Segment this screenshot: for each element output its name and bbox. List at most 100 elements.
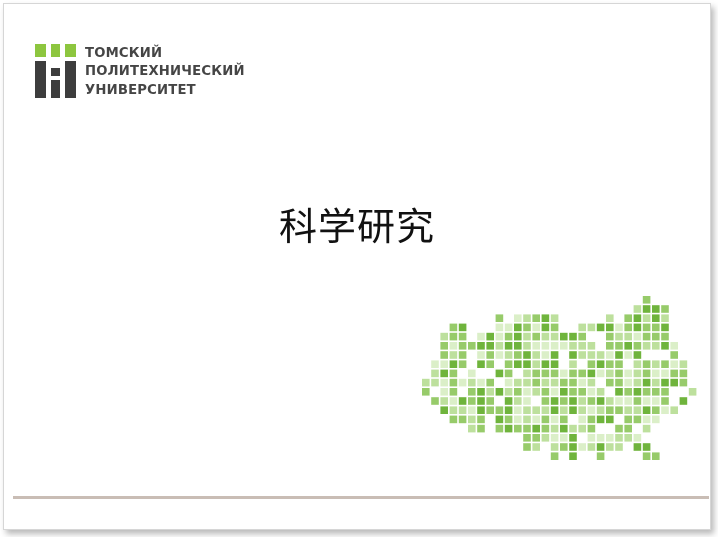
mosaic-square: [569, 424, 577, 433]
mosaic-square: [504, 342, 513, 350]
mosaic-square: [495, 424, 504, 433]
mosaic-square: [587, 351, 596, 359]
mosaic-square: [514, 388, 522, 396]
mosaic-square: [578, 424, 586, 433]
mosaic-square: [449, 397, 458, 405]
mosaic-square: [550, 424, 559, 433]
mosaic-square: [504, 323, 513, 332]
mosaic-square: [431, 378, 439, 387]
mosaic-square: [578, 342, 586, 350]
mosaic-square: [477, 424, 485, 433]
mosaic-square: [486, 342, 494, 350]
mosaic-square: [670, 369, 678, 378]
mosaic-square: [541, 406, 550, 414]
mosaic-square: [624, 369, 632, 378]
mosaic-square: [560, 424, 568, 433]
mosaic-square: [642, 397, 651, 405]
mosaic-square: [596, 452, 605, 460]
mosaic-square: [642, 388, 651, 396]
mosaic-square: [633, 360, 642, 368]
mosaic-square: [523, 415, 531, 424]
mosaic-square: [615, 378, 623, 387]
mosaic-square: [532, 406, 540, 414]
mosaic-square: [523, 323, 531, 332]
mosaic-square: [633, 369, 642, 378]
mosaic-square: [679, 378, 688, 387]
mosaic-square: [642, 452, 651, 460]
mosaic-square: [458, 342, 467, 350]
mosaic-square: [468, 388, 476, 396]
mosaic-square: [532, 332, 540, 341]
mosaic-square: [679, 369, 688, 378]
mosaic-square: [523, 406, 531, 414]
mosaic-square: [587, 415, 596, 424]
mosaic-square: [477, 415, 485, 424]
mosaic-square: [652, 397, 660, 405]
mosaic-square: [670, 342, 678, 350]
mosaic-square: [523, 397, 531, 405]
mosaic-square: [624, 397, 632, 405]
mosaic-square: [560, 415, 568, 424]
logo-line-1: ТОМСКИЙ: [85, 46, 163, 61]
mosaic-square: [642, 443, 651, 451]
mosaic-square: [523, 434, 531, 442]
mosaic-square: [661, 360, 669, 368]
mosaic-square: [560, 406, 568, 414]
mosaic-square: [688, 388, 697, 396]
mosaic-square: [569, 406, 577, 414]
mosaic-square: [679, 397, 688, 405]
mosaic-square: [532, 388, 540, 396]
mosaic-square: [615, 342, 623, 350]
mosaic-square: [550, 388, 559, 396]
mosaic-square: [624, 415, 632, 424]
mosaic-square: [606, 369, 614, 378]
mosaic-square: [624, 378, 632, 387]
mosaic-square: [523, 360, 531, 368]
mosaic-square: [642, 406, 651, 414]
mosaic-square: [532, 378, 540, 387]
mosaic-square: [550, 443, 559, 451]
mosaic-square: [440, 406, 448, 414]
mosaic-square: [477, 406, 485, 414]
mosaic-square: [440, 342, 448, 350]
slide-title: 科学研究: [278, 205, 435, 249]
mosaic-square: [468, 378, 476, 387]
mosaic-square: [560, 332, 568, 341]
mosaic-square: [587, 443, 596, 451]
mosaic-square: [596, 434, 605, 442]
mosaic-square: [615, 332, 623, 341]
mosaic-square: [587, 369, 596, 378]
mosaic-square: [532, 415, 540, 424]
mosaic-square: [615, 424, 623, 433]
mosaic-square: [652, 415, 660, 424]
mosaic-square: [606, 360, 614, 368]
logo-line-3: УНИВЕРСИТЕТ: [85, 82, 196, 98]
mosaic-square: [486, 397, 494, 405]
mosaic-square: [587, 424, 596, 433]
mosaic-square: [578, 332, 586, 341]
mosaic-square: [633, 378, 642, 387]
mosaic-square: [550, 314, 559, 322]
mosaic-square: [587, 397, 596, 405]
mosaic-square: [431, 360, 439, 368]
mosaic-square: [477, 351, 485, 359]
mosaic-square: [449, 342, 458, 350]
mosaic-square: [652, 406, 660, 414]
mosaic-square: [449, 378, 458, 387]
mosaic-square: [514, 415, 522, 424]
mosaic-square: [514, 360, 522, 368]
mosaic-square: [661, 323, 669, 332]
mosaic-square: [642, 296, 651, 304]
mosaic-square: [596, 406, 605, 414]
mosaic-square: [560, 388, 568, 396]
mosaic-square: [431, 397, 439, 405]
mosaic-square: [504, 406, 513, 414]
mosaic-square: [606, 332, 614, 341]
mosaic-square: [633, 415, 642, 424]
mosaic-square: [652, 305, 660, 313]
mosaic-square: [477, 342, 485, 350]
mosaic-square: [642, 360, 651, 368]
mosaic-square: [504, 397, 513, 405]
mosaic-square: [495, 406, 504, 414]
university-name: ТОМСКИЙ ПОЛИТЕХНИЧЕСКИЙ УНИВЕРСИТЕТ: [85, 45, 245, 100]
